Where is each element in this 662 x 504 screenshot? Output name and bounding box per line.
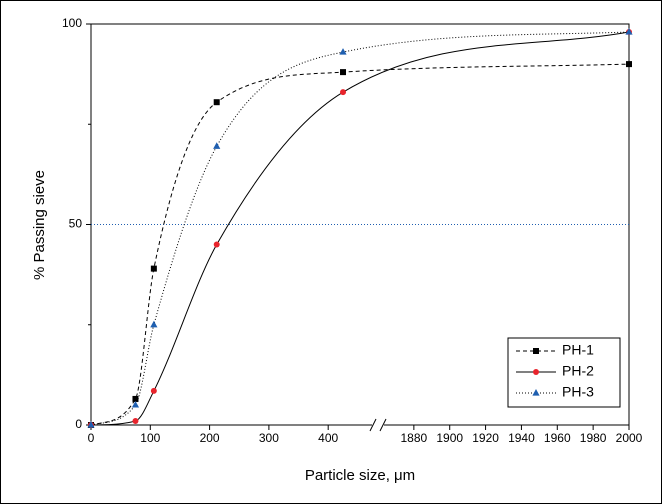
x-tick-label: 1960 <box>544 431 571 445</box>
x-tick-label: 1900 <box>436 431 463 445</box>
marker <box>87 421 95 428</box>
marker <box>340 69 347 76</box>
marker <box>213 241 220 248</box>
marker <box>132 395 139 402</box>
marker <box>150 387 157 394</box>
series-line <box>90 31 630 426</box>
marker <box>150 320 158 328</box>
marker <box>532 389 540 396</box>
x-tick-label: 300 <box>259 431 279 445</box>
x-tick-label: 1940 <box>508 431 535 445</box>
x-tick-label: 200 <box>200 431 220 445</box>
x-tick-label: 1980 <box>580 431 607 445</box>
x-axis-title: Particle size, μm <box>305 467 415 484</box>
legend: PH-1 PH-2 PH-3 <box>507 337 621 408</box>
marker <box>339 48 347 55</box>
x-tick-label: 2000 <box>616 431 643 445</box>
marker <box>533 348 539 354</box>
axis-break <box>369 418 377 432</box>
marker <box>150 265 157 272</box>
axis-break <box>379 418 387 432</box>
legend-label: PH-1 <box>562 342 594 358</box>
marker <box>132 417 139 424</box>
x-tick-label: 1880 <box>401 431 428 445</box>
series-line <box>90 63 630 426</box>
marker <box>131 400 140 408</box>
y-tick-label: 50 <box>69 217 83 231</box>
x-tick-label: 100 <box>140 431 160 445</box>
x-tick-label: 400 <box>318 431 338 445</box>
y-tick-label: 100 <box>62 16 82 30</box>
marker <box>626 61 632 68</box>
marker <box>213 142 221 149</box>
y-tick-label: 0 <box>75 417 82 431</box>
x-tick-label: 0 <box>88 431 95 445</box>
marker <box>213 99 220 106</box>
marker <box>533 369 539 375</box>
marker <box>625 28 633 35</box>
legend-label: PH-3 <box>562 384 594 400</box>
axis-break-gap <box>372 422 384 428</box>
x-tick-label: 1920 <box>472 431 499 445</box>
legend-label: PH-2 <box>562 363 594 379</box>
marker <box>340 89 347 96</box>
y-axis-title: % Passing sieve <box>31 170 48 280</box>
